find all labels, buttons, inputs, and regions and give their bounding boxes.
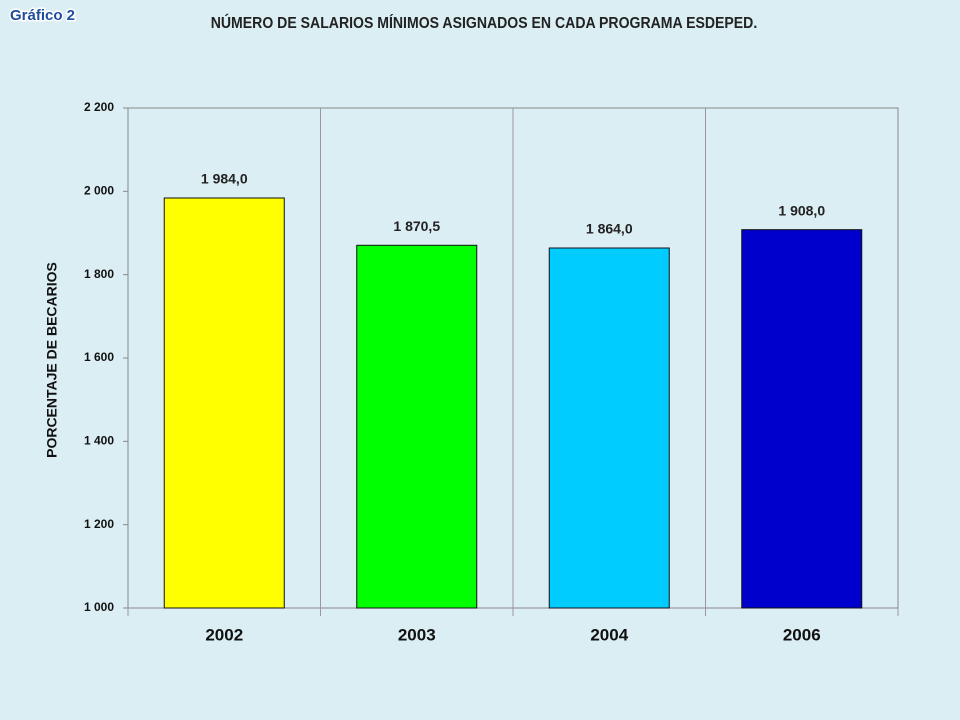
chart-title: NÚMERO DE SALARIOS MÍNIMOS ASIGNADOS EN … bbox=[211, 13, 758, 32]
y-tick-label: 1 600 bbox=[84, 350, 114, 364]
bar bbox=[163, 197, 285, 609]
badge: Gráfico 2 bbox=[10, 7, 75, 24]
bar bbox=[548, 247, 670, 609]
y-tick-label: 1 200 bbox=[84, 517, 114, 531]
y-tick-label: 2 200 bbox=[84, 100, 114, 114]
value-label: 1 908,0 bbox=[778, 202, 825, 218]
x-tick-label: 2006 bbox=[783, 625, 821, 644]
bar bbox=[741, 229, 863, 609]
y-tick-label: 2 000 bbox=[84, 184, 114, 198]
bar bbox=[356, 244, 478, 609]
x-tick-label: 2002 bbox=[205, 625, 243, 644]
x-tick-label: 2004 bbox=[590, 625, 628, 644]
y-tick-label: 1 400 bbox=[84, 434, 114, 448]
value-label: 1 870,5 bbox=[393, 218, 440, 234]
y-axis-label: PORCENTAJE DE BECARIOS bbox=[44, 262, 60, 458]
x-tick-label: 2003 bbox=[398, 625, 436, 644]
value-label: 1 984,0 bbox=[201, 171, 248, 187]
y-tick-label: 1 000 bbox=[84, 600, 114, 614]
value-label: 1 864,0 bbox=[586, 221, 633, 237]
y-tick-label: 1 800 bbox=[84, 267, 114, 281]
